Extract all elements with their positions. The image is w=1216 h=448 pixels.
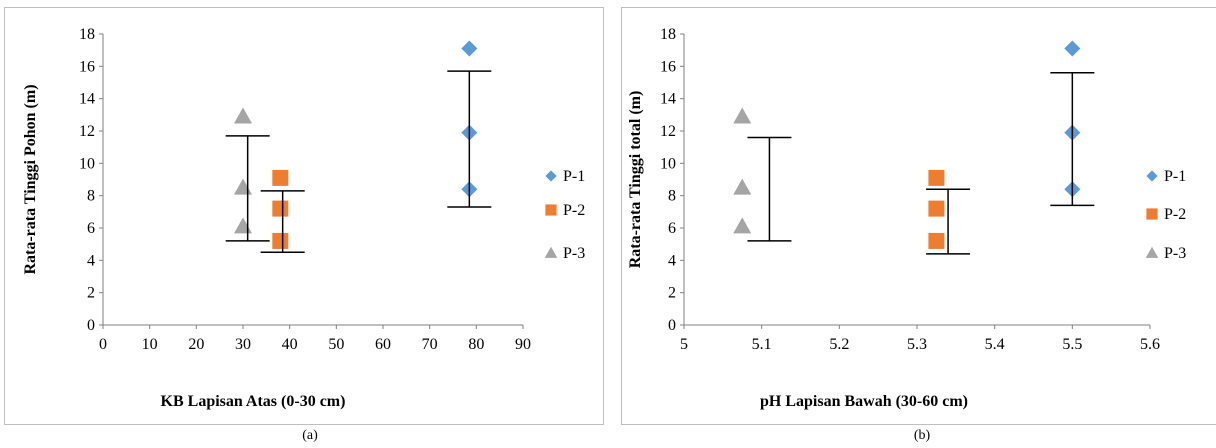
y-tick-label: 12 xyxy=(79,123,95,140)
data-point-p-2 xyxy=(928,232,945,249)
x-tick-label: 30 xyxy=(235,336,251,353)
y-tick-label: 2 xyxy=(668,285,676,302)
data-point-p-2 xyxy=(272,169,289,186)
data-point-p-2 xyxy=(928,169,945,186)
legend-item-p-2: P-2 xyxy=(1146,206,1186,223)
x-tick-label: 40 xyxy=(282,336,298,353)
y-axis-title: Rata-rata Tinggi total (m) xyxy=(627,91,644,269)
y-tick-label: 16 xyxy=(660,58,676,75)
y-tick-label: 2 xyxy=(87,285,95,302)
y-tick-label: 18 xyxy=(79,26,95,43)
legend-label: P-2 xyxy=(1164,206,1186,223)
x-tick-label: 5.5 xyxy=(1062,336,1082,353)
caption-a: (a) xyxy=(302,428,318,443)
legend-item-p-1: P-1 xyxy=(545,168,585,185)
y-tick-label: 4 xyxy=(668,252,676,269)
x-tick-label: 90 xyxy=(515,336,531,353)
x-axis-title: pH Lapisan Bawah (30-60 cm) xyxy=(760,393,968,410)
legend-item-p-3: P-3 xyxy=(544,245,585,262)
y-axis-title: Rata-rata Tinggi Pohon (m) xyxy=(22,84,39,274)
legend-marker xyxy=(544,246,558,258)
legend-marker xyxy=(545,170,557,182)
legend-label: P-1 xyxy=(563,168,585,185)
x-tick-label: 5.2 xyxy=(829,336,849,353)
x-tick-label: 5.6 xyxy=(1140,336,1160,353)
y-tick-label: 0 xyxy=(668,317,676,334)
y-tick-label: 10 xyxy=(660,155,676,172)
y-tick-label: 12 xyxy=(660,123,676,140)
x-tick-label: 5.3 xyxy=(907,336,927,353)
x-tick-label: 5 xyxy=(680,336,688,353)
legend-marker xyxy=(1146,208,1158,220)
data-point-p-3 xyxy=(733,107,752,124)
x-tick-label: 50 xyxy=(328,336,344,353)
x-tick-label: 0 xyxy=(99,336,107,353)
y-tick-label: 6 xyxy=(87,220,95,237)
x-tick-label: 20 xyxy=(188,336,204,353)
data-point-p-3 xyxy=(733,178,752,195)
data-point-p-1 xyxy=(1064,40,1081,57)
x-tick-label: 60 xyxy=(375,336,391,353)
y-tick-label: 18 xyxy=(660,26,676,43)
chart-a: 0 2 4 6 8 10 12 14 16 18 0 10 20 30 40 50 60 70 80 90 KB Lap… xyxy=(22,26,585,410)
y-tick-label: 0 xyxy=(87,317,95,334)
legend-label: P-2 xyxy=(563,202,585,219)
y-tick-label: 16 xyxy=(79,58,95,75)
legend-label: P-3 xyxy=(563,245,585,262)
chart-panel-b: 0 2 4 6 8 10 12 14 16 18 5 5.1 5.2 5.3 5.4 5.5 5.6 pH Lap… xyxy=(621,7,1216,425)
legend-marker xyxy=(1145,246,1159,258)
y-tick-label: 4 xyxy=(87,252,95,269)
y-tick-label: 8 xyxy=(87,188,95,205)
data-point-p-3 xyxy=(234,107,252,124)
x-tick-label: 5.4 xyxy=(985,336,1005,353)
caption-b: (b) xyxy=(913,428,931,443)
x-axis-title: KB Lapisan Atas (0-30 cm) xyxy=(161,393,346,410)
data-point-p-3 xyxy=(733,217,752,234)
legend-item-p-1: P-1 xyxy=(1146,168,1186,185)
x-tick-label: 80 xyxy=(468,336,484,353)
x-tick-label: 70 xyxy=(422,336,438,353)
y-tick-label: 10 xyxy=(79,155,95,172)
legend-item-p-2: P-2 xyxy=(545,202,585,219)
data-point-p-1 xyxy=(461,40,478,57)
legend-marker xyxy=(545,204,557,216)
legend-label: P-1 xyxy=(1164,168,1186,185)
legend-marker xyxy=(1146,170,1158,182)
chart-b: 0 2 4 6 8 10 12 14 16 18 5 5.1 5.2 5.3 5.4 5.5 5.6 pH Lap… xyxy=(627,26,1186,410)
y-tick-label: 14 xyxy=(660,91,676,108)
data-point-p-3 xyxy=(234,217,252,234)
legend-item-p-3: P-3 xyxy=(1145,245,1186,262)
data-point-p-3 xyxy=(234,178,252,195)
y-tick-label: 6 xyxy=(668,220,676,237)
data-point-p-2 xyxy=(928,200,945,217)
data-point-p-2 xyxy=(272,200,289,217)
x-tick-label: 10 xyxy=(142,336,158,353)
legend-label: P-3 xyxy=(1164,245,1186,262)
x-tick-label: 5.1 xyxy=(752,336,772,353)
y-tick-label: 8 xyxy=(668,188,676,205)
data-point-p-2 xyxy=(272,232,289,249)
chart-panel-a: 0 2 4 6 8 10 12 14 16 18 0 10 20 30 40 50 60 70 80 90 KB Lap… xyxy=(4,7,604,425)
y-tick-label: 14 xyxy=(79,91,95,108)
